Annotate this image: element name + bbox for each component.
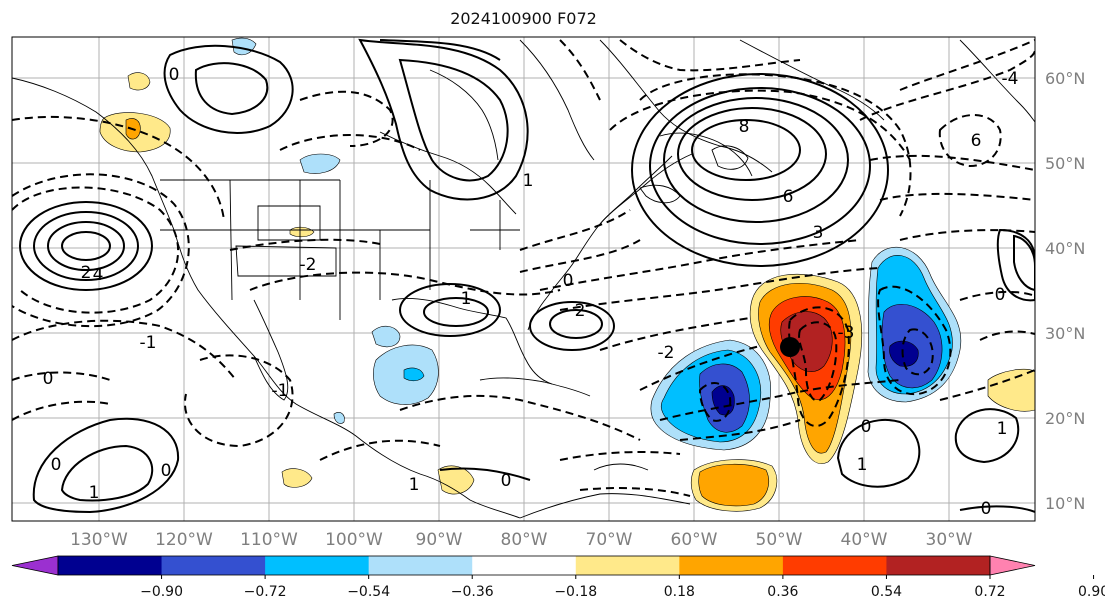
latitude-axis: 60°N 50°N 40°N 30°N 20°N 10°N bbox=[1045, 69, 1085, 513]
contour-label: 2 bbox=[81, 263, 92, 283]
colorbar-segment bbox=[368, 556, 473, 575]
contour-label: 0 bbox=[161, 461, 172, 481]
contour-label: -2 bbox=[300, 255, 317, 275]
lon-label: 40°W bbox=[841, 530, 888, 550]
graticule bbox=[12, 37, 1035, 521]
colorbar-extend-low bbox=[11, 555, 59, 576]
contour-label: 0 bbox=[861, 417, 872, 437]
contour-label: 4 bbox=[93, 265, 104, 285]
colorbar-tick-label: −0.36 bbox=[451, 584, 494, 600]
contour-label: -2 bbox=[658, 343, 675, 363]
colorbar-tick-label: −0.72 bbox=[244, 584, 287, 600]
contour-label: 2 bbox=[575, 301, 586, 321]
colorbar-segment bbox=[679, 556, 784, 575]
colorbar-segment bbox=[886, 556, 991, 575]
colorbar-tick-label: 0.72 bbox=[974, 584, 1005, 600]
lon-label: 60°W bbox=[671, 530, 718, 550]
contour-label: 6 bbox=[971, 131, 982, 151]
lat-label: 60°N bbox=[1045, 69, 1085, 88]
colorbar-segment bbox=[472, 556, 577, 575]
storm-center-marker bbox=[780, 337, 800, 357]
solid-contours bbox=[19, 38, 1035, 514]
colorbar-segment bbox=[58, 556, 163, 575]
longitude-axis: 130°W 120°W 110°W 100°W 90°W 80°W 70°W 6… bbox=[70, 530, 973, 550]
lon-label: 80°W bbox=[501, 530, 548, 550]
lat-label: 10°N bbox=[1045, 494, 1085, 513]
lon-label: 110°W bbox=[240, 530, 298, 550]
contour-label: -4 bbox=[1002, 69, 1019, 89]
contour-label: 1 bbox=[523, 171, 534, 191]
lat-label: 20°N bbox=[1045, 409, 1085, 428]
colorbar-extend-high bbox=[989, 555, 1036, 576]
contour-label: 0 bbox=[169, 65, 180, 85]
lon-label: 30°W bbox=[926, 530, 973, 550]
lon-label: 50°W bbox=[756, 530, 803, 550]
colorbar-tick-label: −0.18 bbox=[554, 584, 597, 600]
lat-label: 40°N bbox=[1045, 239, 1085, 258]
colorbar-tick-label: 0.90 bbox=[1078, 584, 1105, 600]
dashed-contours bbox=[12, 39, 1035, 497]
colorbar-segment bbox=[575, 556, 680, 575]
lat-label: 30°N bbox=[1045, 324, 1085, 343]
contour-label: 1 bbox=[857, 455, 868, 475]
colorbar-tick-label: −0.54 bbox=[347, 584, 390, 600]
lat-label: 50°N bbox=[1045, 154, 1085, 173]
lon-label: 120°W bbox=[155, 530, 213, 550]
colorbar-tick-label: 0.18 bbox=[664, 584, 695, 600]
map-frame bbox=[11, 36, 1036, 522]
map-title: 2024100900 F072 bbox=[450, 9, 597, 28]
contour-label: 0 bbox=[563, 271, 574, 291]
contour-label: 3 bbox=[813, 223, 824, 243]
colorbar-segment bbox=[265, 556, 370, 575]
contour-label: -1 bbox=[272, 381, 289, 401]
colorbar: −0.90 −0.72 −0.54 −0.36 −0.18 0.18 0.36 0.54 0.7… bbox=[11, 555, 1105, 600]
colorbar-tick-label: 0.54 bbox=[871, 584, 902, 600]
lon-label: 90°W bbox=[416, 530, 463, 550]
contour-label: 0 bbox=[995, 285, 1006, 305]
negative-anomaly-shading bbox=[231, 37, 962, 451]
colorbar-segment bbox=[161, 556, 266, 575]
contour-label: 1 bbox=[461, 289, 472, 309]
lon-label: 130°W bbox=[70, 530, 128, 550]
colorbar-frame bbox=[57, 555, 991, 576]
colorbar-tick-label: −0.90 bbox=[140, 584, 183, 600]
contour-label: 0 bbox=[51, 455, 62, 475]
contour-label: -1 bbox=[140, 333, 157, 353]
contour-label: 0 bbox=[501, 471, 512, 491]
lon-label: 100°W bbox=[325, 530, 383, 550]
contour-label: 0 bbox=[43, 369, 54, 389]
colorbar-segment bbox=[782, 556, 887, 575]
contour-label: 1 bbox=[409, 475, 420, 495]
contour-label: 0 bbox=[981, 499, 992, 519]
lon-label: 70°W bbox=[586, 530, 633, 550]
contour-label: -3 bbox=[838, 323, 855, 343]
contour-label: 1 bbox=[89, 483, 100, 503]
contour-label: 8 bbox=[739, 117, 750, 137]
contour-label: 1 bbox=[997, 419, 1008, 439]
colorbar-tick-label: 0.36 bbox=[767, 584, 798, 600]
contour-label-group: 2 4 8 6 3 2 1 -1 -1 0 0 1 0 0 1 -2 -3 0 … bbox=[43, 65, 1019, 519]
contour-label: 6 bbox=[783, 187, 794, 207]
